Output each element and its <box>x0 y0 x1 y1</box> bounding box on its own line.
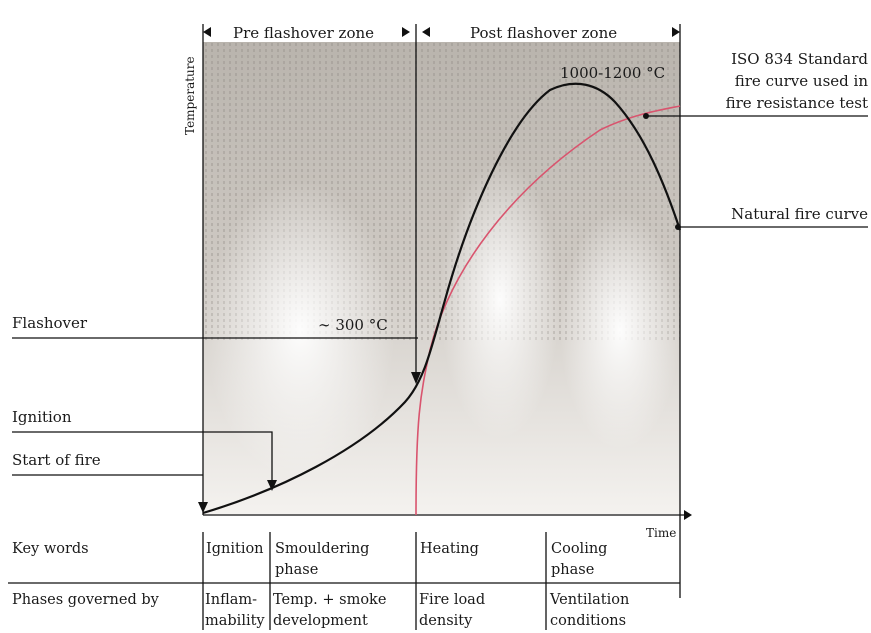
flashover-temperature-label: ∼ 300 °C <box>318 316 388 334</box>
ignition-label: Ignition <box>12 408 72 426</box>
gov-inflammability-2: mability <box>205 613 265 629</box>
key-heating: Heating <box>420 541 479 557</box>
pre-flashover-label: Pre flashover zone <box>233 24 374 42</box>
y-axis-label: Temperature <box>183 56 197 135</box>
phase-table: Key words Phases governed by Ignition Sm… <box>8 532 680 630</box>
left-annotations: Flashover ∼ 300 °C Ignition Start of fir… <box>12 314 418 513</box>
gov-ventilation-1: Ventilation <box>549 592 629 608</box>
key-cooling-2: phase <box>551 562 594 578</box>
iso-label-line-1: ISO 834 Standard <box>731 50 868 68</box>
zone-markers: Pre flashover zone Post flashover zone <box>202 24 681 598</box>
key-smouldering-1: Smouldering <box>275 541 369 557</box>
start-of-fire-label: Start of fire <box>12 451 101 469</box>
gov-fire-load-1: Fire load <box>419 592 485 608</box>
iso-label-line-2: fire curve used in <box>735 72 869 90</box>
gov-temp-smoke-1: Temp. + smoke <box>273 592 386 608</box>
right-annotations: 1000-1200 °C ISO 834 Standard fire curve… <box>560 50 869 228</box>
natural-fire-curve-label: Natural fire curve <box>731 205 868 223</box>
key-words-header: Key words <box>12 541 89 557</box>
peak-temperature-label: 1000-1200 °C <box>560 64 665 82</box>
flashover-label: Flashover <box>12 314 88 332</box>
x-axis-label: Time <box>646 526 676 540</box>
key-ignition: Ignition <box>206 541 264 557</box>
axes: Temperature Time <box>183 56 692 540</box>
key-cooling-1: Cooling <box>551 541 607 557</box>
phases-governed-header: Phases governed by <box>12 592 160 608</box>
gov-inflammability-1: Inflam- <box>205 592 257 608</box>
key-smouldering-2: phase <box>275 562 318 578</box>
iso-label-line-3: fire resistance test <box>726 94 868 112</box>
gov-fire-load-2: density <box>419 613 473 629</box>
post-flashover-label: Post flashover zone <box>470 24 617 42</box>
gov-temp-smoke-2: development <box>273 613 368 629</box>
background-photo <box>203 42 680 514</box>
natural-fire-curve <box>202 82 682 515</box>
gov-ventilation-2: conditions <box>550 613 626 629</box>
